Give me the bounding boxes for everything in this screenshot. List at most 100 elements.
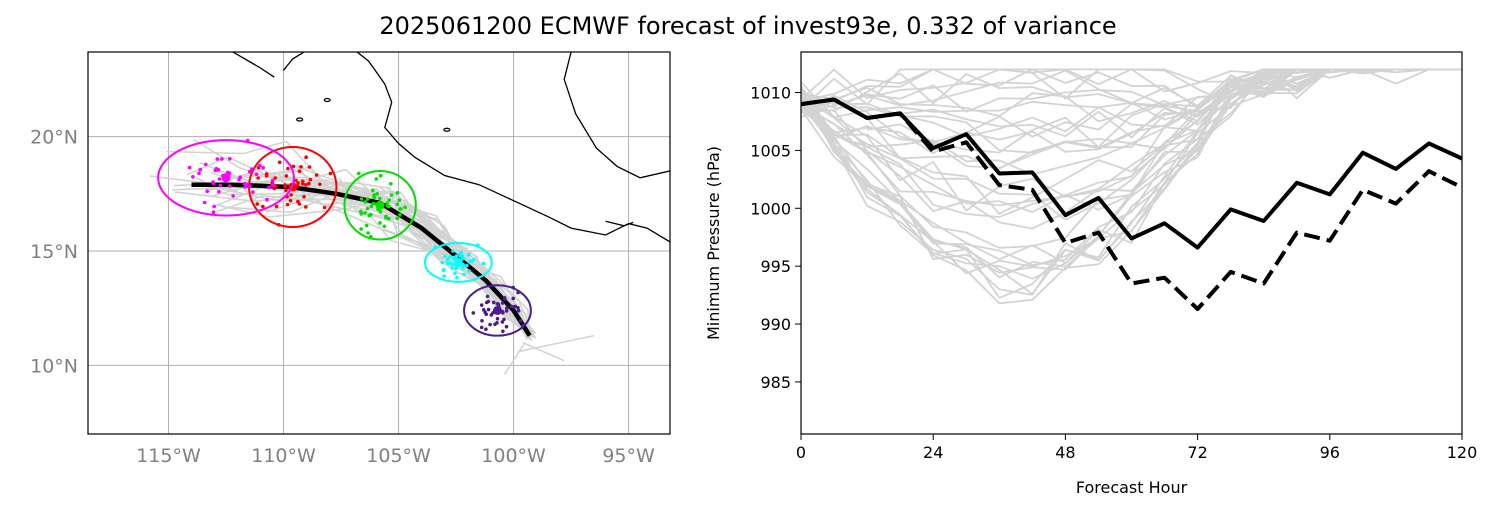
ensemble-median-dashed-line [801,97,1462,311]
ensemble-position-point [389,182,393,186]
ensemble-position-point [509,304,513,309]
pressure-plot-area [801,68,1462,311]
ensemble-position-point [467,269,471,273]
ensemble-position-point [261,204,265,209]
ensemble-position-point [301,179,305,184]
ensemble-position-point [495,316,500,321]
pressure-frame [800,51,1463,435]
ensemble-position-point [443,254,447,258]
map-x-tick-label: 115°W [136,445,201,467]
ensemble-member-line [801,68,1462,154]
island [323,97,331,103]
ensemble-position-point [274,204,279,209]
ensemble-position-point [485,294,490,299]
ensemble-position-point [454,254,459,258]
ensemble-position-point [242,181,247,186]
ensemble-position-point [479,303,484,307]
ensemble-position-point [365,206,370,211]
ensemble-position-point [395,216,400,221]
ensemble-member-line [801,68,1462,155]
ensemble-position-point [286,166,290,171]
ensemble-position-point [468,259,473,263]
ensemble-track [518,334,595,353]
ensemble-position-point [505,306,509,311]
uncertainty-ellipse [157,139,295,217]
y-axis-label: Minimum Pressure (hPa) [704,146,723,340]
ensemble-position-point [283,185,288,189]
ensemble-position-point [198,167,203,172]
ensemble-position-point [378,196,382,201]
ensemble-member-line [801,68,1462,280]
x-axis-label: Forecast Hour [1076,478,1188,497]
ensemble-position-point [297,169,302,174]
ensemble-position-point [187,165,192,170]
ensemble-position-point [465,263,469,268]
ensemble-position-point [486,307,491,312]
ensemble-position-point [495,302,500,306]
ensemble-position-point [272,186,277,191]
mean-track [191,182,532,337]
ensemble-position-point [318,182,322,187]
ensemble-position-point [228,157,232,161]
x-tick-label: 120 [1447,443,1478,462]
ensemble-position-point [264,172,269,176]
ensemble-position-point [285,202,290,207]
ensemble-position-point [250,167,254,171]
ensemble-position-point [359,212,364,216]
ensemble-position-point [202,200,207,205]
ensemble-position-point [243,185,247,189]
ensemble-position-point [296,199,300,204]
ensemble-position-point [284,188,288,193]
ensemble-position-point [255,202,259,206]
ensemble-position-point [397,198,402,203]
ensemble-position-point [215,167,220,172]
ensemble-position-point [302,194,306,199]
ensemble-position-point [398,207,402,211]
ensemble-position-point [445,261,450,266]
ensemble-position-point [218,183,223,188]
ensemble-position-point [363,211,367,215]
ensemble-position-point [387,216,391,221]
ensemble-position-point [215,157,220,161]
ensemble-member-line [801,68,1462,212]
x-tick-label: 72 [1187,443,1207,462]
ensemble-member-line [801,68,1462,154]
map-x-tick-label: 100°W [481,445,546,467]
ensemble-position-point [501,310,505,315]
ensemble-position-point [217,177,222,181]
ensemble-position-point [270,178,275,183]
coastline [563,52,670,179]
ensemble-position-point [227,171,232,175]
ensemble-position-point [489,313,494,317]
map-frame [87,51,671,435]
ensemble-position-point [322,205,327,210]
ensemble-position-point [378,221,382,225]
ensemble-position-point [211,181,216,186]
ensemble-position-point [191,175,195,179]
ensemble-position-point [371,188,375,193]
ensemble-position-point [387,198,392,202]
ensemble-position-point [461,256,465,261]
ensemble-position-point [458,252,462,256]
mean-position-marker [221,173,231,183]
ensemble-position-point [261,166,266,170]
ensemble-position-point [228,184,232,188]
ensemble-position-point [462,272,466,277]
ensemble-position-point [367,213,372,218]
ensemble-position-point [220,157,224,161]
x-tick-label: 0 [796,443,806,462]
ensemble-position-point [481,261,486,266]
ensemble-position-point [484,327,488,332]
x-tick-label: 48 [1055,443,1075,462]
ensemble-position-point [304,155,308,159]
ensemble-position-point [455,275,459,280]
ensemble-position-point [212,204,216,209]
ensemble-position-point [504,309,509,313]
ensemble-position-point [516,308,521,313]
ensemble-position-point [504,324,509,329]
ensemble-position-point [395,202,400,207]
map-plot-area [149,52,670,375]
map-tick-labels: 115°W 110°W 105°W 100°W 95°W 10°N 15°N 20°N [30,127,655,467]
ensemble-position-point [277,160,282,165]
